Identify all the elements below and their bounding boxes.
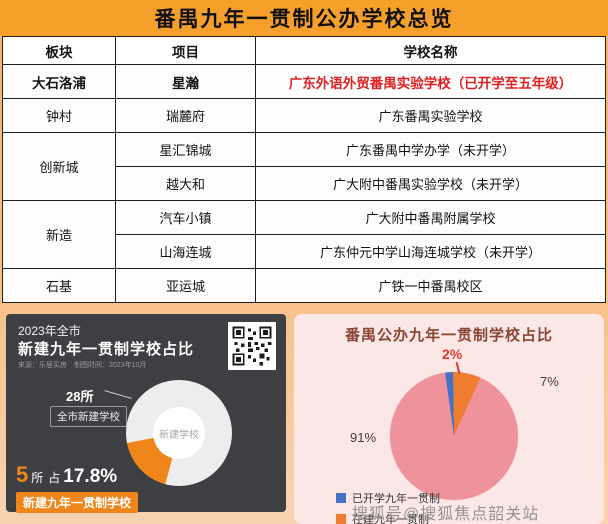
pie-chart-title: 番禺公办九年一贯制学校占比 [344, 327, 553, 344]
total-label: 全市新建学校 [50, 406, 127, 427]
table-row: 大石洛浦 星瀚 广东外语外贸番禺实验学校（已开学至五年级） [2, 64, 606, 99]
qr-code-icon [228, 322, 276, 370]
part-label: 新建九年一贯制学校 [16, 492, 139, 513]
plate-cell: 钟村 [2, 98, 116, 133]
project-cell: 越大和 [115, 166, 256, 201]
table-row: 创新城 星汇锦城 广东番禺中学办学（未开学） [2, 132, 606, 201]
table-row: 山海连城 广东仲元中学山海连城学校（未开学） [3, 234, 606, 269]
plate-cell: 创新城 [2, 132, 116, 201]
col-header-project: 项目 [115, 36, 256, 65]
legend-swatch-open-icon [336, 493, 346, 503]
source-note: 来源：乐居买房 制图时间：2023年10月 [18, 362, 147, 369]
school-cell: 广东仲元中学山海连城学校（未开学） [255, 234, 606, 269]
pie-label-medium: 7% [540, 374, 559, 389]
schools-table: 板块 项目 学校名称 大石洛浦 星瀚 广东外语外贸番禺实验学校（已开学至五年级）… [2, 36, 606, 303]
pie-label-small: 2% [442, 346, 463, 362]
new-school-ratio-card: 2023年全市 新建九年一贯制学校占比 来源：乐居买房 制图时间：2023年10… [6, 314, 286, 513]
project-cell: 山海连城 [115, 234, 256, 269]
pie-chart-card: 番禺公办九年一贯制学校占比 2% 7% 91% 已开学九年一贯制 在建九年一贯制 [294, 314, 604, 524]
table-row: 新造 汽车小镇 广大附中番禺附属学校 [2, 200, 606, 269]
donut-chart: 新建学校 [126, 380, 232, 486]
project-cell: 星汇锦城 [115, 132, 256, 167]
part-prefix: 占 [48, 471, 61, 485]
school-cell: 广东番禺实验学校 [255, 98, 606, 133]
school-cell: 广铁一中番禺校区 [255, 268, 606, 303]
project-cell: 亚运城 [115, 268, 256, 303]
table-header-row: 板块 项目 学校名称 [2, 36, 606, 65]
plate-cell: 石基 [2, 268, 116, 303]
page-title-bar: 番禺九年一贯制公办学校总览 [0, 0, 608, 36]
school-cell: 广大附中番禺实验学校（未开学） [255, 166, 606, 201]
table-row: 钟村 瑞麓府 广东番禺实验学校 [2, 98, 606, 133]
school-cell: 广东外语外贸番禺实验学校（已开学至五年级） [255, 64, 606, 99]
legend-item: 已开学九年一贯制 [336, 490, 440, 506]
part-count: 5 [16, 462, 29, 487]
part-stat: 5 所 占 17.8% [16, 462, 117, 488]
donut-center-label: 新建学校 [153, 407, 205, 459]
pie-chart [390, 372, 518, 500]
plate-cell: 大石洛浦 [2, 64, 116, 99]
legend-label-open: 已开学九年一贯制 [352, 493, 440, 505]
part-percent: 17.8% [63, 466, 118, 487]
project-cell: 瑞麓府 [115, 98, 256, 133]
year-label: 2023年全市 [18, 324, 81, 338]
legend-swatch-building-icon [336, 514, 346, 524]
school-cell: 广大附中番禺附属学校 [255, 200, 606, 235]
page-title: 番禺九年一贯制公办学校总览 [154, 8, 454, 31]
col-header-plate: 板块 [2, 36, 116, 65]
pie-legend: 已开学九年一贯制 在建九年一贯制 [336, 490, 440, 524]
project-cell: 星瀚 [115, 64, 256, 99]
left-card-title: 新建九年一贯制学校占比 [18, 341, 195, 358]
watermark: 搜狐号@搜狐焦点韶关站 [352, 506, 540, 523]
school-cell: 广东番禺中学办学（未开学） [255, 132, 606, 167]
project-cell: 汽车小镇 [115, 200, 256, 235]
table-row: 石基 亚运城 广铁一中番禺校区 [2, 268, 606, 303]
legend-item: 在建九年一贯制 [336, 511, 440, 524]
table-row: 越大和 广大附中番禺实验学校（未开学） [3, 166, 606, 201]
pie-label-large: 91% [350, 430, 377, 445]
col-header-school: 学校名称 [255, 36, 606, 65]
legend-label-building: 在建九年一贯制 [352, 514, 429, 524]
plate-cell: 新造 [2, 200, 116, 269]
total-count: 28所 [66, 389, 94, 404]
part-unit: 所 [31, 471, 44, 485]
